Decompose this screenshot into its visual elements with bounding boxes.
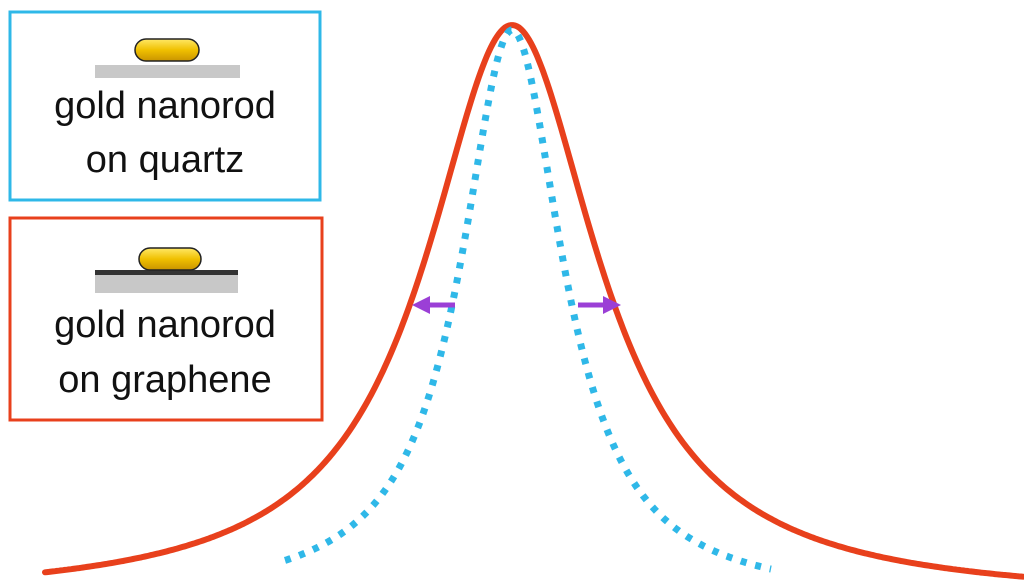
nanorod-icon bbox=[135, 39, 199, 61]
nanorod-icon bbox=[139, 248, 201, 270]
quartz-spectrum bbox=[285, 30, 771, 569]
legend-text: gold nanorod bbox=[54, 304, 276, 346]
legend-text: on graphene bbox=[58, 359, 271, 401]
legend-text: gold nanorod bbox=[54, 85, 276, 127]
diagram: gold nanorod on quartz gold nanorod on g… bbox=[0, 0, 1024, 586]
page: gold nanorod on quartz gold nanorod on g… bbox=[0, 0, 1024, 586]
quartz-substrate bbox=[95, 275, 238, 293]
broadening-arrows bbox=[412, 296, 621, 314]
legend-text: on quartz bbox=[86, 139, 244, 181]
quartz-substrate bbox=[95, 65, 240, 78]
